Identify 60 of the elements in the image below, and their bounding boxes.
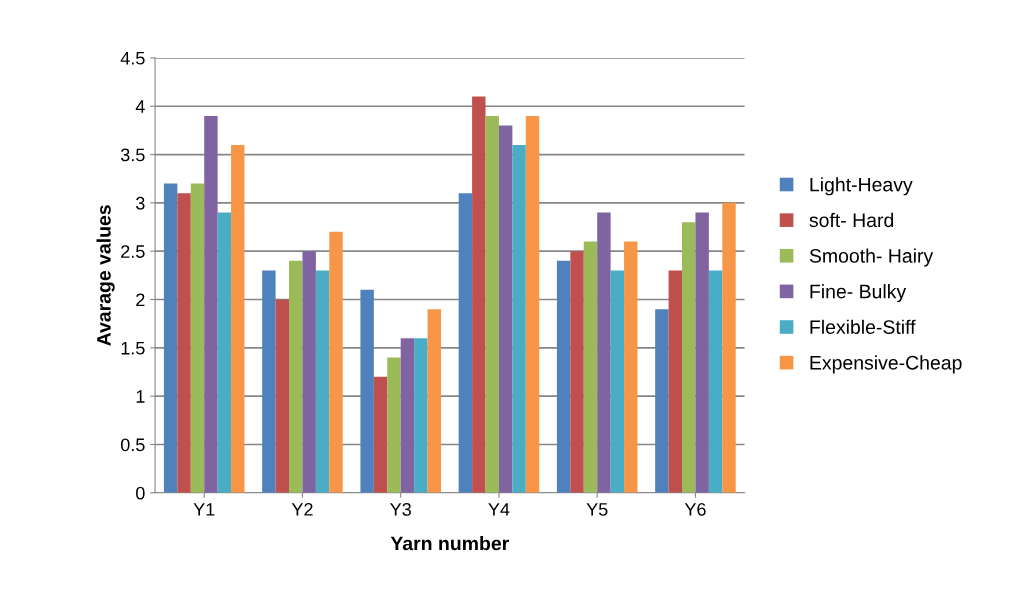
bar xyxy=(722,202,736,493)
y-tick-label: 2 xyxy=(136,293,145,307)
bar xyxy=(373,376,388,493)
bar xyxy=(400,338,415,493)
bar xyxy=(289,260,303,493)
y-tick-label: 3 xyxy=(136,196,145,210)
legend-label: Expensive-Cheap xyxy=(810,355,962,374)
y-tick-label: 4.5 xyxy=(120,52,145,65)
y-tick-label: 2.5 xyxy=(121,245,145,258)
bar xyxy=(583,241,598,493)
bar xyxy=(708,270,723,493)
bar xyxy=(682,222,696,493)
y-tick-label: 3.5 xyxy=(120,148,145,162)
legend-label: Smooth- Hairy xyxy=(809,248,934,267)
bar xyxy=(329,231,343,493)
y-axis-title: Avarage values xyxy=(96,205,115,346)
bar xyxy=(458,193,473,493)
bar xyxy=(387,357,401,493)
y-tick-label: 0 xyxy=(136,486,145,500)
y-tick-label: 4 xyxy=(135,100,145,113)
y-tick-label: 0.5 xyxy=(120,438,145,452)
bar xyxy=(217,212,232,493)
legend-label: Flexible-Stiff xyxy=(810,319,916,335)
bar xyxy=(668,270,683,493)
bar xyxy=(472,96,486,493)
x-tick-label: Y6 xyxy=(684,503,706,516)
y-tick-label: 1.5 xyxy=(121,341,145,355)
legend-label: Fine- Bulky xyxy=(810,284,907,303)
bar xyxy=(498,125,513,493)
x-tick-label: Y4 xyxy=(488,503,510,516)
x-tick-label: Y1 xyxy=(193,503,215,516)
bar xyxy=(204,115,218,493)
legend-label: soft- Hard xyxy=(809,212,894,228)
bar xyxy=(163,183,178,493)
x-tick-label: Y2 xyxy=(291,503,313,516)
bar xyxy=(525,115,540,493)
bar xyxy=(427,309,441,493)
bar xyxy=(414,338,428,493)
y-tick-label: 1 xyxy=(136,390,145,403)
x-axis-title: Yarn number xyxy=(390,536,509,551)
bar xyxy=(302,251,316,493)
bar xyxy=(556,260,571,493)
bar xyxy=(262,270,276,493)
bar xyxy=(190,183,205,493)
bar xyxy=(695,212,709,493)
bar xyxy=(597,212,611,493)
bar xyxy=(275,299,290,493)
bar xyxy=(231,144,245,493)
bar xyxy=(655,309,669,493)
legend-label: Light-Heavy xyxy=(810,177,913,196)
bar xyxy=(570,251,584,493)
bar xyxy=(610,270,625,493)
bar xyxy=(485,115,499,493)
bar xyxy=(177,193,191,493)
bar xyxy=(624,241,638,493)
x-tick-label: Y5 xyxy=(586,503,608,516)
x-tick-label: Y3 xyxy=(390,503,411,516)
bar xyxy=(512,144,526,493)
bar xyxy=(360,289,374,493)
bar xyxy=(315,270,330,493)
